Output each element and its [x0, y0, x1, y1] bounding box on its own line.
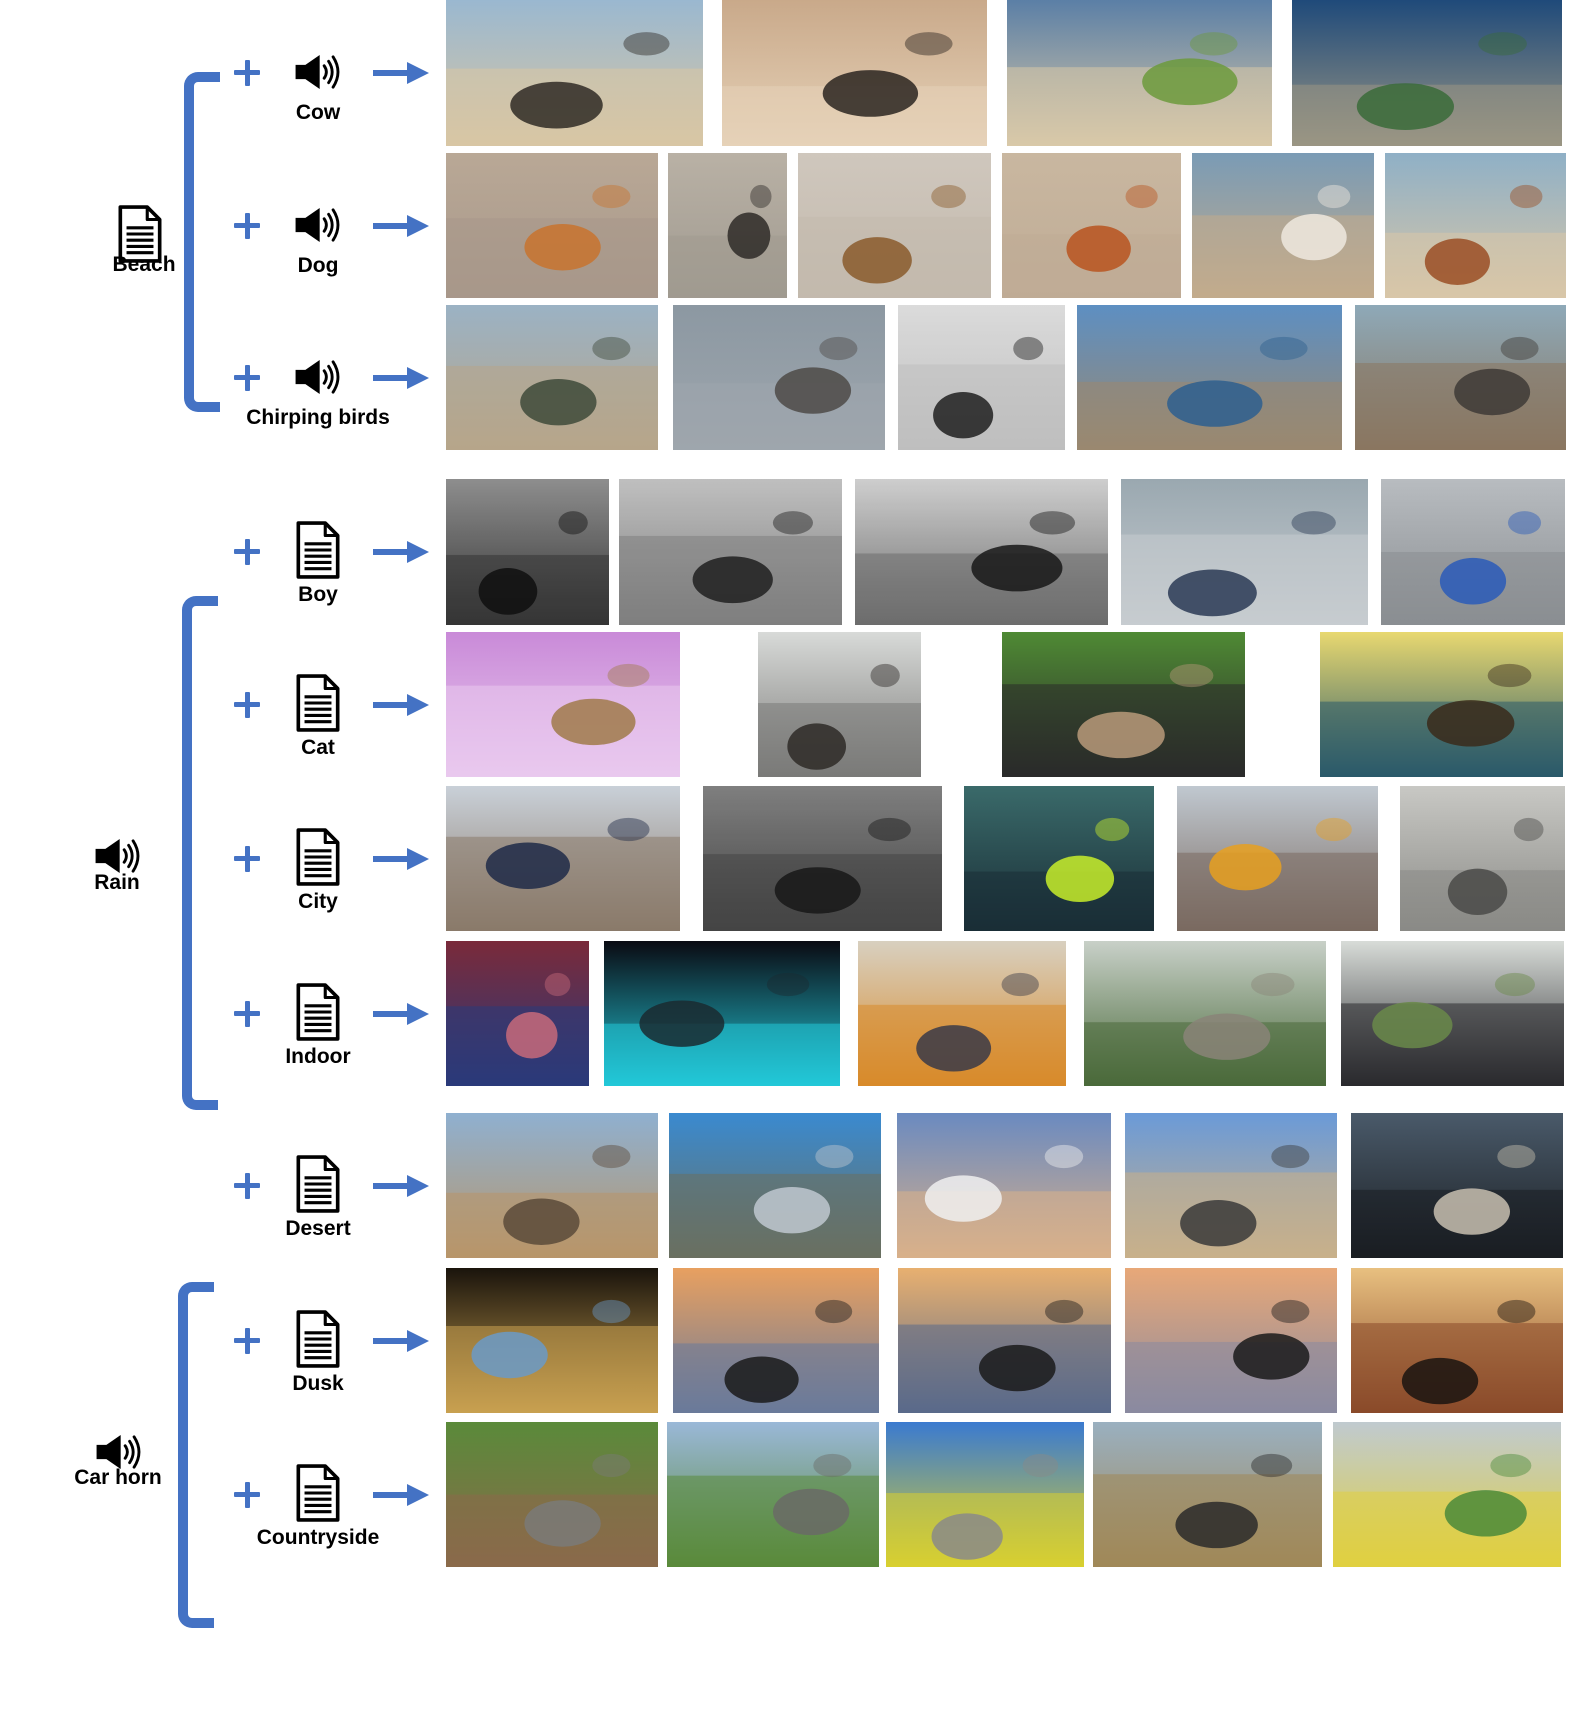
result-image-birds-in-sky-bw[interactable] — [898, 305, 1065, 450]
result-image-cat-black-umbrella-grass[interactable] — [1002, 632, 1245, 777]
result-image-desert-lot[interactable] — [446, 1113, 658, 1258]
result-image-children-umbrellas-bw[interactable] — [855, 479, 1108, 625]
result-image-side-mirror-road[interactable] — [669, 1113, 881, 1258]
result-image-black-dog-sand[interactable] — [668, 153, 787, 298]
plus-icon — [234, 1169, 268, 1203]
row-label-desert: Desert — [285, 1217, 351, 1240]
plus-icon — [234, 997, 268, 1031]
speaker-icon — [93, 1432, 143, 1477]
result-image-kitten-teal-umbrella[interactable] — [1320, 632, 1563, 777]
arrow-icon — [373, 848, 429, 870]
arrow-icon — [373, 694, 429, 716]
result-image-saint-bernard-beach[interactable] — [1192, 153, 1374, 298]
result-image-silhouettes-aquarium[interactable] — [604, 941, 840, 1086]
result-image-cows-seashore-aerial[interactable] — [1292, 0, 1562, 146]
result-image-traffic-dusk-chimney[interactable] — [673, 1268, 879, 1413]
result-image-cat-at-window[interactable] — [758, 632, 921, 777]
result-image-hound-on-leash[interactable] — [798, 153, 991, 298]
row-label-cow: Cow — [295, 101, 341, 124]
arrow-icon — [373, 62, 429, 84]
result-image-highway-rapeseed[interactable] — [886, 1422, 1084, 1567]
result-image-rapeseed-field-road[interactable] — [1333, 1422, 1561, 1567]
plus-icon — [234, 1478, 268, 1512]
arrow-icon — [373, 1330, 429, 1352]
row-label-dog: Dog — [297, 254, 339, 277]
result-image-greenhouse-doors[interactable] — [1084, 941, 1326, 1086]
document-icon — [295, 1310, 341, 1373]
plus-icon — [234, 1324, 268, 1358]
plus-icon — [234, 842, 268, 876]
result-image-child-blue-umbrella[interactable] — [1381, 479, 1565, 625]
anchor-label-car-horn: Car horn — [74, 1466, 162, 1489]
document-icon — [295, 983, 341, 1046]
row-label-city: City — [298, 890, 338, 913]
plus-icon — [234, 56, 268, 90]
result-image-city-buildings-sunset[interactable] — [1351, 1268, 1563, 1413]
plus-icon — [234, 361, 268, 395]
plus-icon — [234, 209, 268, 243]
result-image-white-car-desert[interactable] — [897, 1113, 1111, 1258]
speaker-icon — [292, 357, 342, 402]
result-image-horses-on-lane[interactable] — [446, 1422, 658, 1567]
result-image-cows-beach-sunset[interactable] — [722, 0, 987, 146]
plus-icon — [234, 535, 268, 569]
result-image-boy-umbrella-street-bw[interactable] — [619, 479, 842, 625]
anchor-label-rain: Rain — [94, 871, 140, 894]
row-label-dusk: Dusk — [292, 1372, 344, 1395]
document-icon — [117, 205, 163, 268]
result-image-bird-on-wet-sand[interactable] — [1355, 305, 1566, 450]
arrow-icon — [373, 1175, 429, 1197]
result-image-cows-grass-beach[interactable] — [1007, 0, 1272, 146]
row-label-indoor: Indoor — [285, 1045, 351, 1068]
result-image-cows-on-road[interactable] — [667, 1422, 879, 1567]
speaker-icon — [292, 52, 342, 97]
result-image-boy-doorway-bw[interactable] — [446, 479, 609, 625]
row-label-countryside: Countryside — [256, 1526, 380, 1549]
anchor-label-beach: Beach — [112, 253, 176, 276]
result-image-skyline-dusk[interactable] — [898, 1268, 1111, 1413]
result-image-cow-on-beach-1[interactable] — [446, 0, 703, 146]
result-image-city-street-rain-bw[interactable] — [703, 786, 942, 931]
result-image-wet-sidewalk[interactable] — [1400, 786, 1565, 931]
plus-icon — [234, 688, 268, 722]
row-label-chirping-birds: Chirping birds — [246, 406, 390, 429]
result-image-foggy-avenue-rain[interactable] — [1177, 786, 1378, 931]
row-label-boy: Boy — [298, 583, 338, 606]
result-image-combine-harvester[interactable] — [1093, 1422, 1322, 1567]
speaker-icon — [92, 836, 142, 881]
result-image-shiba-on-sand[interactable] — [446, 153, 658, 298]
result-image-orange-umbrella-window[interactable] — [858, 941, 1066, 1086]
result-image-boy-skateboard-rain[interactable] — [1121, 479, 1368, 625]
document-icon — [295, 1155, 341, 1218]
result-image-cat-in-car[interactable] — [1351, 1113, 1563, 1258]
group-bracket-beach — [184, 72, 220, 412]
arrow-icon — [373, 367, 429, 389]
result-image-traffic-lights-dusk[interactable] — [1125, 1268, 1337, 1413]
result-image-person-umbrella-doorway[interactable] — [446, 941, 589, 1086]
result-image-rain-on-window-city[interactable] — [964, 786, 1154, 931]
result-image-person-hood-rain-street[interactable] — [1341, 941, 1564, 1086]
result-image-spaniel-on-beach[interactable] — [1385, 153, 1566, 298]
result-image-road-contrail-desert[interactable] — [1125, 1113, 1337, 1258]
result-image-corgi-on-sand[interactable] — [1002, 153, 1181, 298]
result-image-flock-on-pebbles[interactable] — [673, 305, 885, 450]
group-bracket-rain — [182, 596, 218, 1110]
result-image-city-square-rain[interactable] — [446, 786, 680, 931]
arrow-icon — [373, 1003, 429, 1025]
arrow-icon — [373, 1484, 429, 1506]
document-icon — [295, 674, 341, 737]
result-image-sandbar-blue-sea[interactable] — [1077, 305, 1342, 450]
document-icon — [295, 521, 341, 584]
group-bracket-car-horn — [178, 1282, 214, 1628]
document-icon — [295, 828, 341, 891]
speaker-icon — [292, 205, 342, 250]
result-image-mirror-sunset[interactable] — [446, 1268, 658, 1413]
row-label-cat: Cat — [301, 736, 335, 759]
result-image-birds-shoreline[interactable] — [446, 305, 658, 450]
result-image-cat-purple-umbrella[interactable] — [446, 632, 680, 777]
arrow-icon — [373, 541, 429, 563]
arrow-icon — [373, 215, 429, 237]
document-icon — [295, 1464, 341, 1527]
